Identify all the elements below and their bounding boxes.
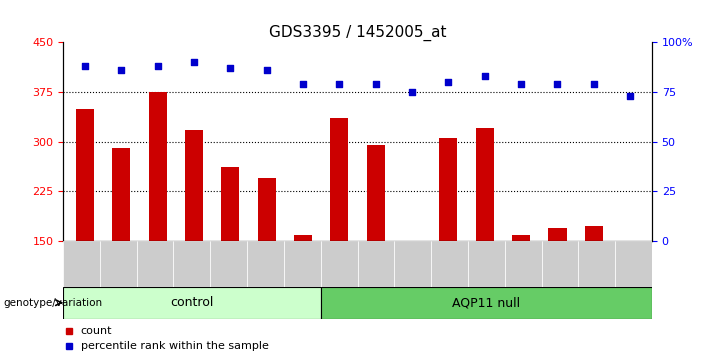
Bar — [541, 241, 578, 287]
Point — [225, 65, 236, 71]
Bar — [367, 145, 385, 241]
Text: control: control — [170, 296, 214, 309]
Point — [479, 73, 490, 79]
Bar — [137, 241, 174, 287]
Bar — [403, 241, 421, 242]
Bar — [112, 148, 130, 241]
Text: percentile rank within the sample: percentile rank within the sample — [81, 341, 268, 351]
Point — [334, 81, 345, 87]
Text: count: count — [81, 326, 112, 336]
Bar — [358, 241, 394, 287]
Bar — [431, 241, 468, 287]
Point — [515, 81, 526, 87]
Bar — [173, 241, 210, 287]
Bar — [76, 109, 94, 241]
Bar — [185, 130, 203, 241]
Text: AQP11 null: AQP11 null — [452, 296, 520, 309]
Bar — [440, 138, 458, 241]
Bar — [585, 226, 603, 241]
Bar — [512, 235, 530, 241]
Bar — [505, 241, 541, 287]
Bar — [222, 167, 239, 241]
Title: GDS3395 / 1452005_at: GDS3395 / 1452005_at — [268, 25, 447, 41]
Text: genotype/variation: genotype/variation — [4, 298, 102, 308]
Point — [297, 81, 308, 87]
Point — [116, 67, 127, 73]
Bar — [100, 241, 137, 287]
Bar — [394, 241, 431, 287]
Point — [370, 81, 381, 87]
Bar — [149, 92, 167, 241]
Point — [443, 79, 454, 85]
Bar — [257, 178, 275, 241]
Bar — [210, 241, 247, 287]
Bar — [578, 241, 615, 287]
Bar — [476, 129, 494, 241]
Point — [625, 93, 636, 99]
Point — [407, 89, 418, 95]
Bar — [247, 241, 284, 287]
Bar — [548, 228, 566, 241]
Bar — [621, 241, 639, 242]
Bar — [615, 241, 652, 287]
Bar — [63, 241, 100, 287]
Bar — [468, 241, 505, 287]
Point — [79, 63, 90, 69]
Point — [261, 67, 272, 73]
Bar — [320, 241, 358, 287]
Bar — [294, 235, 312, 241]
Point — [552, 81, 563, 87]
Point — [189, 59, 200, 65]
Point — [588, 81, 599, 87]
Bar — [63, 287, 320, 319]
Point — [152, 63, 163, 69]
Bar — [320, 287, 652, 319]
Bar — [330, 119, 348, 241]
Bar — [284, 241, 320, 287]
